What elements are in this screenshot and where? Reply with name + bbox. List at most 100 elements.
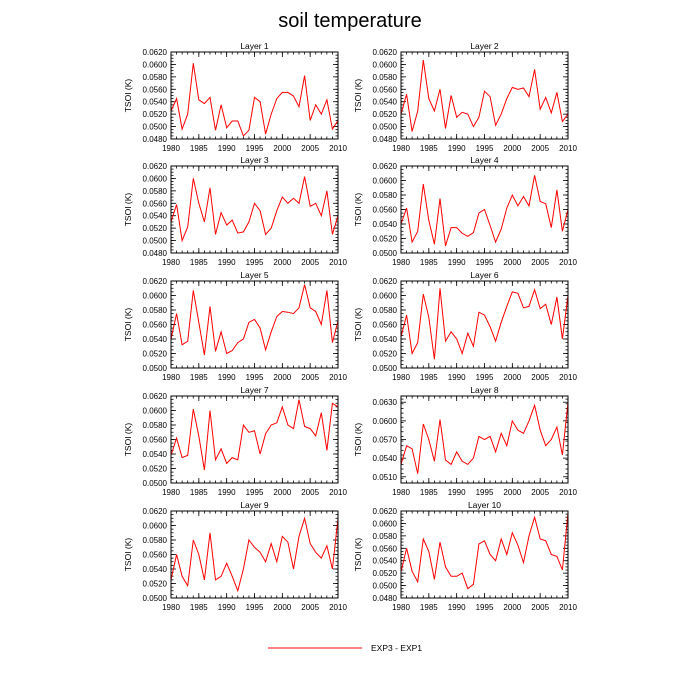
y-axis-label: TSOI (K) xyxy=(123,423,133,457)
x-tick-label: 1980 xyxy=(162,488,180,497)
x-tick-label: 1995 xyxy=(246,373,264,382)
y-axis-label: TSOI (K) xyxy=(123,79,133,113)
x-tick-label: 1980 xyxy=(162,603,180,612)
panel-title: Layer 4 xyxy=(470,155,499,165)
y-tick-label: 0.0570 xyxy=(373,436,398,445)
y-tick-label: 0.0580 xyxy=(143,73,168,82)
y-tick-label: 0.0620 xyxy=(143,392,168,401)
y-tick-label: 0.0540 xyxy=(373,454,398,463)
legend-label: EXP3 - EXP1 xyxy=(371,643,422,653)
x-tick-label: 1980 xyxy=(392,144,410,153)
y-axis-label: TSOI (K) xyxy=(353,423,363,457)
x-tick-label: 1980 xyxy=(162,373,180,382)
x-tick-label: 1980 xyxy=(392,258,410,267)
x-tick-label: 1985 xyxy=(420,258,438,267)
x-tick-label: 1980 xyxy=(392,488,410,497)
x-tick-label: 1980 xyxy=(392,373,410,382)
x-tick-label: 2000 xyxy=(503,144,521,153)
x-tick-label: 1985 xyxy=(420,488,438,497)
panel-title: Layer 8 xyxy=(470,385,499,395)
y-tick-label: 0.0520 xyxy=(143,580,168,589)
y-tick-label: 0.0620 xyxy=(373,277,398,286)
y-tick-label: 0.0620 xyxy=(373,507,398,516)
y-tick-label: 0.0560 xyxy=(143,199,168,208)
y-tick-label: 0.0540 xyxy=(373,335,398,344)
plot-frame xyxy=(400,51,569,140)
y-tick-label: 0.0620 xyxy=(143,48,168,57)
x-tick-label: 2000 xyxy=(503,488,521,497)
x-tick-label: 1990 xyxy=(218,144,236,153)
x-tick-label: 1980 xyxy=(162,144,180,153)
y-tick-label: 0.0630 xyxy=(373,398,398,407)
y-tick-label: 0.0620 xyxy=(373,162,398,171)
y-tick-label: 0.0560 xyxy=(373,321,398,330)
y-tick-label: 0.0510 xyxy=(373,473,398,482)
x-tick-label: 2005 xyxy=(531,603,549,612)
x-tick-label: 1990 xyxy=(448,488,466,497)
plot-frame xyxy=(170,395,339,484)
y-tick-label: 0.0560 xyxy=(143,551,168,560)
series-line xyxy=(401,60,568,132)
y-axis-label: TSOI (K) xyxy=(123,538,133,572)
x-tick-label: 1985 xyxy=(190,373,208,382)
panel-layer-5: Layer 5 TSOI (K) 0.0500 0.0520 0.0540 0.0560 0… xyxy=(123,270,347,382)
plot-frame xyxy=(400,280,569,369)
y-axis-label: TSOI (K) xyxy=(353,79,363,113)
panel-title: Layer 10 xyxy=(468,500,501,510)
x-tick-label: 1985 xyxy=(190,258,208,267)
y-tick-label: 0.0540 xyxy=(373,98,398,107)
y-tick-label: 0.0520 xyxy=(143,465,168,474)
x-tick-label: 2010 xyxy=(329,258,347,267)
panel-title: Layer 9 xyxy=(240,500,269,510)
series-line xyxy=(401,175,568,246)
x-tick-label: 2000 xyxy=(273,258,291,267)
panel-title: Layer 3 xyxy=(240,155,269,165)
series-line xyxy=(171,176,338,243)
y-tick-label: 0.0600 xyxy=(373,417,398,426)
plot-frame xyxy=(170,165,339,254)
x-tick-label: 1995 xyxy=(246,144,264,153)
y-tick-label: 0.0600 xyxy=(143,60,168,69)
x-tick-label: 2005 xyxy=(531,373,549,382)
y-tick-label: 0.0500 xyxy=(143,479,168,488)
y-tick-label: 0.0580 xyxy=(143,536,168,545)
x-tick-label: 1985 xyxy=(190,603,208,612)
x-tick-label: 1985 xyxy=(190,144,208,153)
panel-layer-8: Layer 8 TSOI (K) 0.0510 0.0540 0.0570 0.0600 0… xyxy=(353,385,577,497)
y-tick-label: 0.0600 xyxy=(143,174,168,183)
x-tick-label: 2010 xyxy=(559,488,577,497)
y-axis-label: TSOI (K) xyxy=(353,538,363,572)
y-tick-label: 0.0560 xyxy=(373,544,398,553)
x-tick-label: 1990 xyxy=(218,603,236,612)
x-tick-label: 2005 xyxy=(531,258,549,267)
series-line xyxy=(401,512,568,590)
series-line xyxy=(171,284,338,356)
y-tick-label: 0.0500 xyxy=(143,594,168,603)
y-tick-label: 0.0520 xyxy=(373,235,398,244)
panel-title: Layer 2 xyxy=(470,41,499,51)
y-tick-label: 0.0620 xyxy=(143,277,168,286)
x-tick-label: 2010 xyxy=(329,603,347,612)
panel-layer-4: Layer 4 TSOI (K) 0.0500 0.0520 0.0540 0.0560 0… xyxy=(353,155,577,267)
y-tick-label: 0.0600 xyxy=(373,60,398,69)
panel-layer-9: Layer 9 TSOI (K) 0.0500 0.0520 0.0540 0.0560 0… xyxy=(123,500,347,612)
y-tick-label: 0.0540 xyxy=(143,98,168,107)
y-tick-label: 0.0520 xyxy=(373,350,398,359)
x-tick-label: 2000 xyxy=(503,258,521,267)
x-tick-label: 1980 xyxy=(162,258,180,267)
x-tick-label: 1990 xyxy=(448,373,466,382)
x-tick-label: 1990 xyxy=(448,603,466,612)
series-line xyxy=(171,516,338,593)
y-tick-label: 0.0540 xyxy=(373,220,398,229)
y-tick-label: 0.0600 xyxy=(373,519,398,528)
x-tick-label: 2000 xyxy=(503,603,521,612)
y-tick-label: 0.0520 xyxy=(143,224,168,233)
x-tick-label: 1995 xyxy=(476,144,494,153)
x-tick-label: 2005 xyxy=(301,603,319,612)
plot-frame xyxy=(400,395,569,484)
panel-title: Layer 5 xyxy=(240,270,269,280)
x-tick-label: 1995 xyxy=(476,258,494,267)
x-tick-label: 2000 xyxy=(503,373,521,382)
y-tick-label: 0.0580 xyxy=(373,532,398,541)
plot-frame xyxy=(400,165,569,254)
